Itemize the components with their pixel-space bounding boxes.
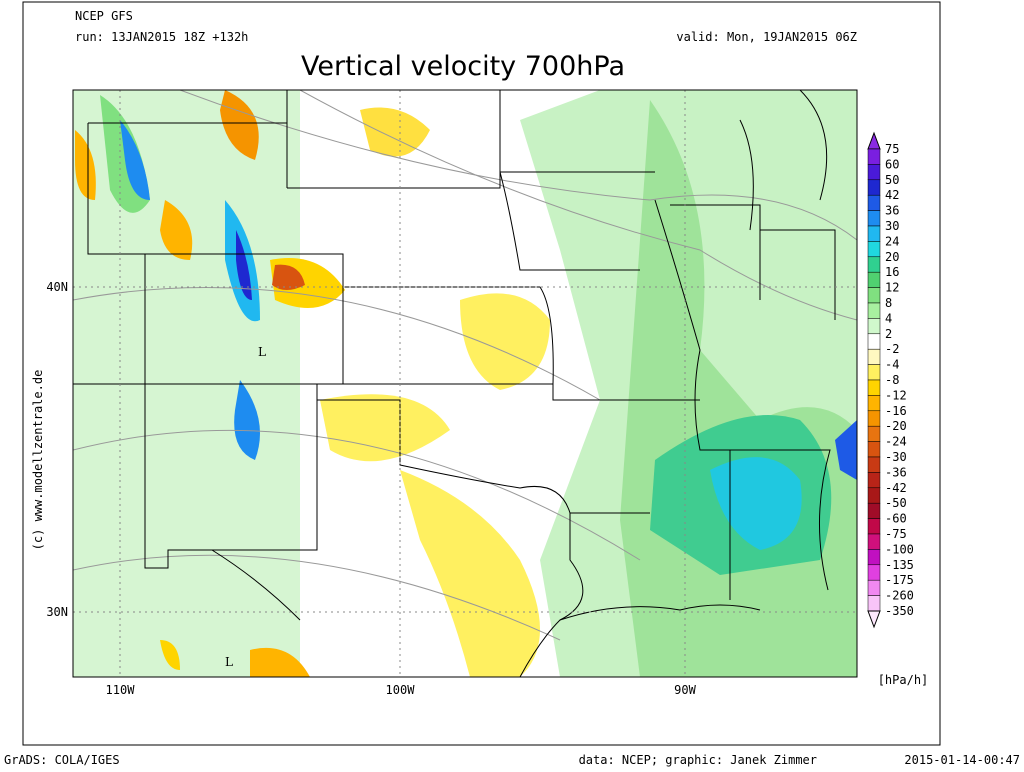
model: NCEP GFS — [75, 9, 133, 23]
colorbar-box — [867, 271, 881, 288]
colorbar-label: -75 — [885, 527, 907, 541]
colorbar-box — [867, 318, 881, 335]
colorbar-box — [867, 441, 881, 458]
title: Vertical velocity 700hPa — [301, 51, 625, 82]
colorbar-label: -100 — [885, 542, 914, 556]
colorbar-label: 75 — [885, 142, 899, 156]
lon-label: 90W — [674, 683, 696, 697]
colorbar-box — [867, 348, 881, 365]
colorbar-label: -24 — [885, 435, 907, 449]
lon-label: 100W — [386, 683, 416, 697]
colorbar-box — [867, 425, 881, 442]
colorbar-label: 20 — [885, 250, 899, 264]
colorbar-label: -135 — [885, 558, 914, 572]
colorbar-box — [867, 472, 881, 489]
graticule — [73, 90, 857, 677]
colorbar-box — [867, 564, 881, 581]
colorbar-box — [867, 379, 881, 396]
colorbar-box — [867, 395, 881, 412]
colorbar-label: -12 — [885, 388, 907, 402]
lon-label: 110W — [106, 683, 136, 697]
colorbar-box — [867, 287, 881, 304]
colorbar-label: -36 — [885, 465, 907, 479]
colorbar-box — [867, 210, 881, 227]
colorbar-box — [867, 549, 881, 566]
colorbar-label: -350 — [885, 604, 914, 618]
colorbar-label: -8 — [885, 373, 899, 387]
colorbar-box — [867, 256, 881, 273]
colorbar-label: 16 — [885, 265, 899, 279]
lat-label: 30N — [46, 605, 68, 619]
state-borders — [73, 90, 836, 677]
footer-timestamp: 2015-01-14-00:47 — [904, 753, 1020, 767]
colorbar-label: -50 — [885, 496, 907, 510]
colorbar-box — [867, 164, 881, 181]
colorbar-box — [867, 533, 881, 550]
colorbar-label: 60 — [885, 157, 899, 171]
colorbar-box — [867, 502, 881, 519]
colorbar-box — [867, 364, 881, 381]
colorbar-box — [867, 487, 881, 504]
colorbar-label: -260 — [885, 589, 914, 603]
unit: [hPa/h] — [878, 673, 929, 687]
colorbar-box — [867, 194, 881, 211]
colorbar-bottom — [867, 610, 881, 629]
colorbar-label: -30 — [885, 450, 907, 464]
colorbar-box — [867, 241, 881, 258]
colorbar-box — [867, 518, 881, 535]
credit: (c) www.modellzentrale.de — [31, 370, 45, 551]
colorbar: 75605042363024201612842-2-4-8-12-16-20-2… — [867, 131, 914, 629]
colorbar-label: -2 — [885, 342, 899, 356]
colorbar-box — [867, 579, 881, 596]
footer-software: GrADS: COLA/IGES — [4, 753, 120, 767]
colorbar-label: 36 — [885, 204, 899, 218]
colorbar-label: -4 — [885, 358, 899, 372]
colorbar-box — [867, 595, 881, 612]
colorbar-label: 12 — [885, 281, 899, 295]
valid: valid: Mon, 19JAN2015 06Z — [676, 30, 857, 44]
footer-credits: data: NCEP; graphic: Janek Zimmer — [579, 753, 817, 767]
colorbar-box — [867, 333, 881, 350]
colorbar-label: -16 — [885, 404, 907, 418]
colorbar-box — [867, 410, 881, 427]
map-border — [72, 89, 858, 678]
colorbar-label: 8 — [885, 296, 892, 310]
colorbar-label: -42 — [885, 481, 907, 495]
colorbar-label: 30 — [885, 219, 899, 233]
map-field: L L — [73, 90, 857, 677]
colorbar-label: 50 — [885, 173, 899, 187]
colorbar-box — [867, 179, 881, 196]
colorbar-label: 2 — [885, 327, 892, 341]
colorbar-box — [867, 302, 881, 319]
colorbar-label: -175 — [885, 573, 914, 587]
colorbar-label: 24 — [885, 234, 899, 248]
colorbar-box — [867, 456, 881, 473]
colorbar-label: 42 — [885, 188, 899, 202]
colorbar-label: -20 — [885, 419, 907, 433]
colorbar-label: 4 — [885, 311, 892, 325]
lat-label: 40N — [46, 280, 68, 294]
low-marker: L — [258, 345, 266, 359]
colorbar-box — [867, 148, 881, 165]
low-marker: L — [225, 655, 233, 669]
run: run: 13JAN2015 18Z +132h — [75, 30, 248, 44]
colorbar-label: -60 — [885, 512, 907, 526]
colorbar-box — [867, 225, 881, 242]
